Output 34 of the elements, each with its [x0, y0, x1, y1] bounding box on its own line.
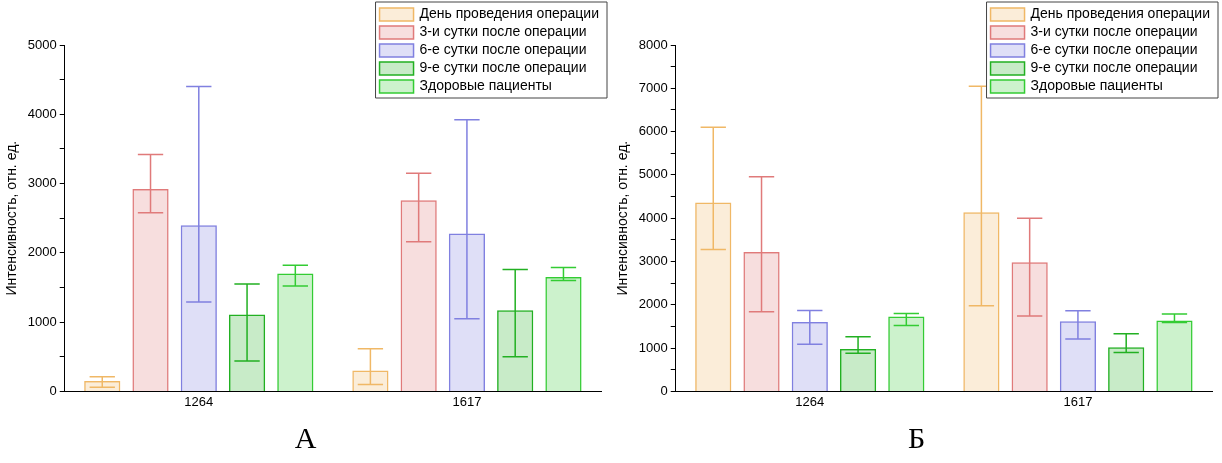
legend-label: День проведения операции: [1030, 5, 1211, 22]
legend-label: 9-е сутки после операции: [419, 59, 587, 76]
y-tick-label: 7000: [638, 79, 668, 95]
x-tick-label: 1264: [184, 393, 214, 409]
bar: [888, 316, 925, 391]
legend-label: День проведения операции: [419, 5, 600, 22]
x-tick-label: 1617: [1063, 393, 1093, 409]
y-tick-label: 2000: [638, 296, 668, 312]
y-tick-label: 0: [49, 382, 57, 398]
y-tick-label: 1000: [27, 313, 57, 329]
y-tick-label: 3000: [638, 253, 668, 269]
y-tick-label: 0: [660, 382, 668, 398]
y-tick-label: 5000: [27, 36, 57, 52]
y-tick-label: 5000: [638, 166, 668, 182]
text: Б: [907, 420, 926, 456]
y-tick-label: 8000: [638, 36, 668, 52]
y-tick-label: 6000: [638, 123, 668, 139]
x-tick-label: 1264: [795, 393, 825, 409]
legend-label: 3-и сутки после операции: [1030, 23, 1198, 40]
y-tick-label: 4000: [27, 105, 57, 121]
legend-label: Здоровые пациенты: [419, 77, 552, 94]
text: А: [294, 420, 317, 456]
legend-label: 6-е сутки после операции: [1030, 41, 1198, 58]
y-tick-label: 3000: [27, 175, 57, 191]
legend-label: 9-е сутки после операции: [1030, 59, 1198, 76]
legend-label: 6-е сутки после операции: [419, 41, 587, 58]
y-axis-title: Интенсивность, отн. ед.: [614, 140, 631, 296]
y-tick-label: 2000: [27, 244, 57, 260]
y-axis-title: Интенсивность, отн. ед.: [3, 140, 20, 296]
x-tick-label: 1617: [452, 393, 482, 409]
legend-label: 3-и сутки после операции: [419, 23, 587, 40]
y-tick-label: 1000: [638, 339, 668, 355]
y-tick-label: 4000: [638, 209, 668, 225]
legend-label: Здоровые пациенты: [1030, 77, 1163, 94]
